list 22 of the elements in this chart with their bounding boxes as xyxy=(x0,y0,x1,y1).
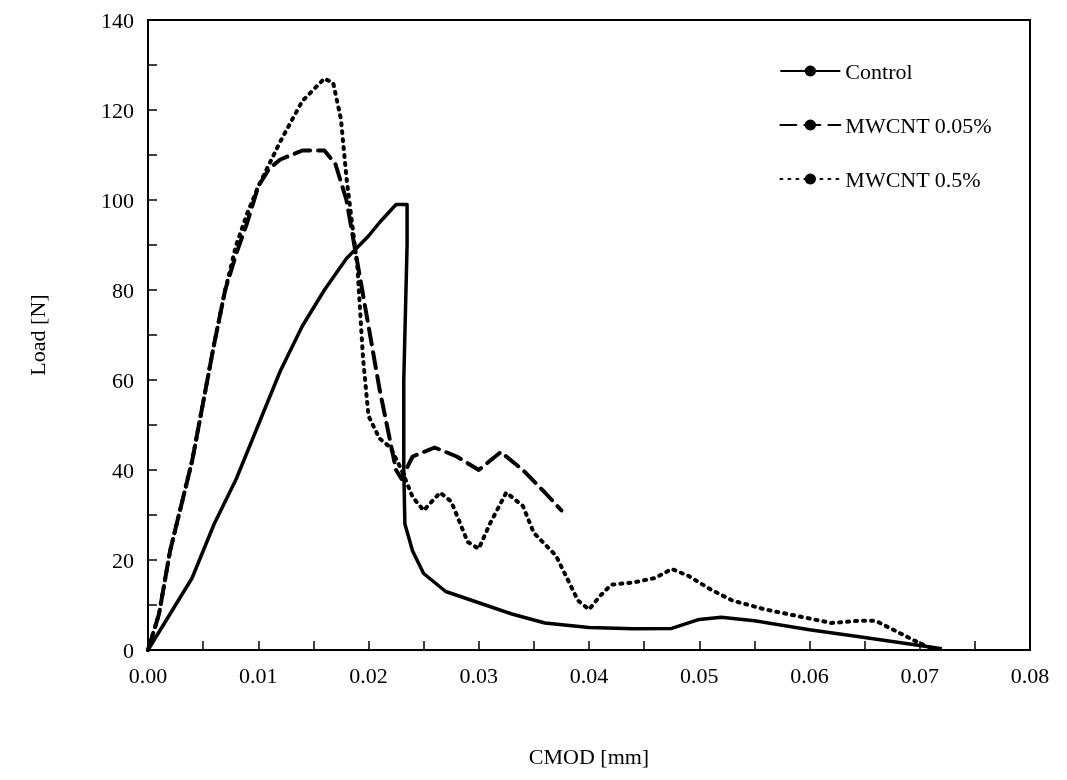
y-tick-label: 0 xyxy=(123,637,134,663)
y-tick-label: 100 xyxy=(101,187,134,213)
y-tick-label: 20 xyxy=(112,547,134,573)
y-axis-title: Load [N] xyxy=(24,294,50,376)
legend-label: Control xyxy=(845,58,913,84)
x-tick-label: 0.08 xyxy=(1010,662,1050,688)
x-tick-label: 0.01 xyxy=(239,662,278,688)
y-tick-label: 40 xyxy=(112,457,134,483)
x-tick-label: 0.00 xyxy=(128,662,168,688)
legend-label: MWCNT 0.05% xyxy=(845,112,992,138)
y-tick-label: 60 xyxy=(112,367,134,393)
x-axis-title: CMOD [mm] xyxy=(528,743,650,769)
x-tick-label: 0.04 xyxy=(569,662,609,688)
x-tick-label: 0.02 xyxy=(349,662,388,688)
x-tick-label: 0.03 xyxy=(459,662,498,688)
y-tick-label: 80 xyxy=(112,277,134,303)
legend-label: MWCNT 0.5% xyxy=(845,166,981,192)
x-tick-label: 0.07 xyxy=(900,662,939,688)
x-tick-label: 0.06 xyxy=(790,662,829,688)
y-tick-label: 120 xyxy=(101,97,134,123)
x-tick-label: 0.05 xyxy=(680,662,719,688)
y-tick-label: 140 xyxy=(101,7,134,33)
